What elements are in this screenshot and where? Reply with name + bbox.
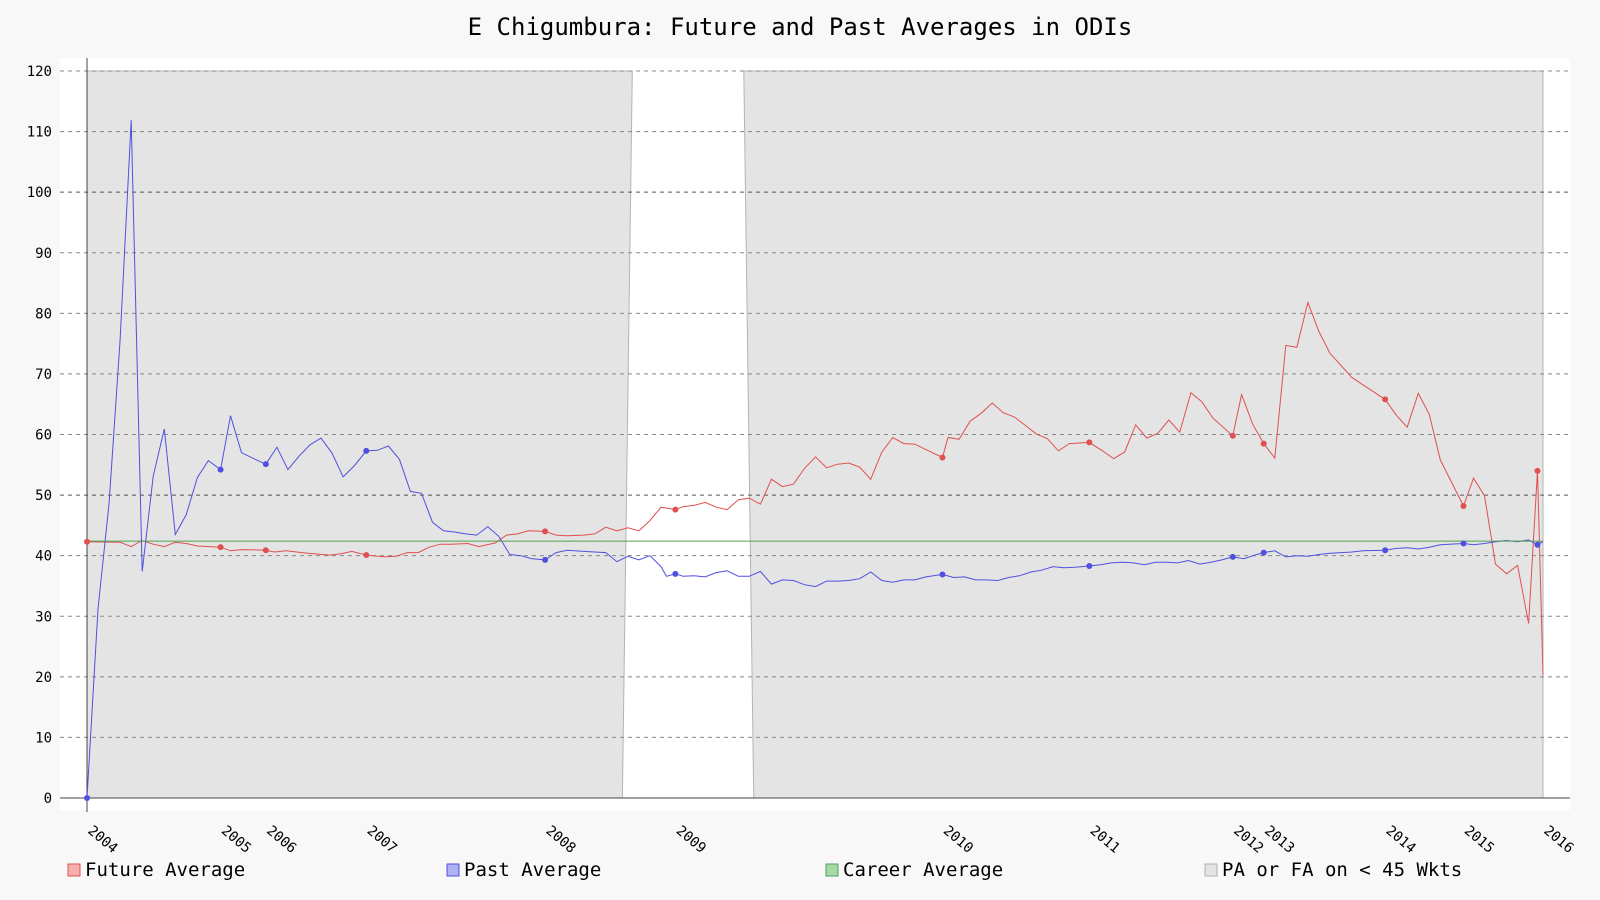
data-point-past-average (1460, 540, 1467, 547)
series-line-past-average (86, 120, 1544, 799)
data-point-past-average (939, 571, 946, 578)
x-tick-label: 2004 (84, 823, 120, 857)
data-point-future-average (84, 538, 90, 545)
y-tick-label: 0 (44, 791, 52, 807)
y-tick-label: 20 (35, 670, 52, 686)
y-tick-label: 50 (35, 488, 52, 504)
legend: Future Average Past Average Career Average… (67, 859, 1462, 881)
data-point-past-average (1086, 562, 1093, 569)
data-point-future-average (1260, 440, 1267, 447)
data-point-future-average (262, 547, 269, 554)
legend-swatch (825, 863, 839, 877)
data-point-future-average (939, 454, 946, 461)
y-tick-label: 80 (35, 306, 52, 322)
y-tick-label: 70 (35, 367, 52, 383)
series-line-future-average (86, 300, 1544, 676)
legend-label: PA or FA on < 45 Wkts (1222, 859, 1462, 881)
legend-swatch (446, 863, 460, 877)
x-tick-label: 2014 (1383, 823, 1419, 857)
legend-swatch (1204, 863, 1218, 877)
data-point-past-average (1229, 553, 1236, 560)
data-point-past-average (1260, 549, 1267, 556)
y-tick-label: 120 (27, 64, 52, 80)
y-tick-label: 30 (35, 609, 52, 625)
data-point-past-average (672, 570, 679, 577)
y-tick-label: 60 (35, 428, 52, 444)
x-tick-label: 2012 (1230, 823, 1266, 857)
y-tick-label: 10 (35, 730, 52, 746)
series-markers (84, 396, 1541, 801)
legend-label: Future Average (85, 859, 245, 881)
data-point-future-average (1460, 502, 1467, 509)
data-point-past-average (217, 466, 224, 473)
data-point-past-average (84, 795, 90, 801)
x-tick-label: 2011 (1087, 823, 1123, 857)
data-point-future-average (363, 552, 370, 559)
data-point-past-average (262, 461, 269, 468)
data-point-future-average (672, 506, 679, 513)
x-tick-label: 2015 (1461, 823, 1497, 857)
y-tick-label: 100 (27, 185, 52, 201)
data-point-future-average (1229, 432, 1236, 439)
legend-label: Past Average (464, 859, 601, 881)
legend-label: Career Average (843, 859, 1003, 881)
data-point-future-average (1086, 439, 1093, 446)
x-tick-label: 2009 (673, 823, 709, 857)
data-point-past-average (542, 556, 549, 563)
chart-title: E Chigumbura: Future and Past Averages i… (468, 13, 1133, 41)
data-point-future-average (217, 544, 224, 551)
legend-swatch (67, 863, 81, 877)
x-tick-label: 2010 (940, 823, 976, 857)
data-point-past-average (363, 447, 370, 454)
x-tick-label: 2016 (1540, 823, 1576, 857)
grid-lines: 0 10 20 30 40 50 60 70 80 90 100 110 120 (27, 64, 1570, 807)
data-point-future-average (1382, 396, 1389, 403)
series-lines (86, 120, 1544, 799)
x-tick-label: 2005 (218, 823, 254, 857)
x-tick-label: 2006 (263, 823, 299, 857)
y-tick-label: 40 (35, 549, 52, 565)
x-tick-label: 2013 (1261, 823, 1297, 857)
data-point-past-average (1382, 547, 1389, 554)
y-tick-label: 110 (27, 125, 52, 141)
data-point-future-average (542, 528, 549, 535)
y-tick-label: 90 (35, 246, 52, 262)
x-tick-label: 2008 (543, 823, 579, 857)
data-point-past-average (1534, 541, 1541, 548)
x-tick-label: 2007 (364, 823, 400, 857)
data-point-future-average (1534, 467, 1541, 474)
